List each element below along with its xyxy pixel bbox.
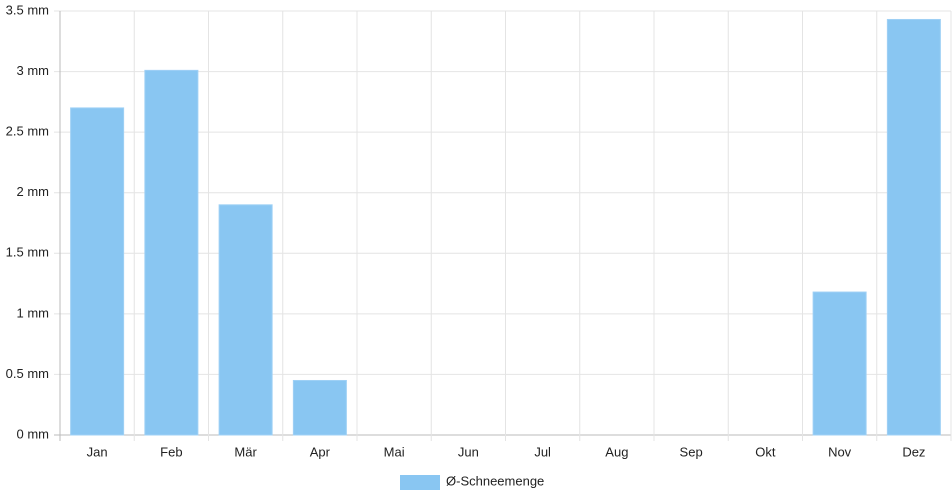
y-tick-label: 3 mm (17, 63, 50, 78)
x-tick-label: Mär (234, 444, 257, 459)
y-tick-label: 2.5 mm (6, 124, 49, 139)
x-tick-label: Okt (755, 444, 776, 459)
bar (218, 204, 273, 436)
x-tick-label: Jan (87, 444, 108, 459)
x-tick-label: Sep (680, 444, 703, 459)
y-tick-label: 0 mm (17, 426, 50, 441)
bar (292, 379, 347, 436)
bar (812, 291, 867, 436)
y-tick-label: 1.5 mm (6, 245, 49, 260)
x-tick-label: Mai (384, 444, 405, 459)
bar (70, 107, 125, 436)
bar (886, 18, 941, 436)
x-tick-label: Feb (160, 444, 182, 459)
bar (144, 69, 199, 436)
x-tick-label: Jul (534, 444, 551, 459)
legend-label: Ø-Schneemenge (446, 473, 544, 488)
x-tick-label: Nov (828, 444, 852, 459)
x-tick-label: Dez (902, 444, 925, 459)
x-tick-label: Aug (605, 444, 628, 459)
x-tick-label: Jun (458, 444, 479, 459)
legend-swatch (400, 475, 440, 490)
y-tick-label: 3.5 mm (6, 2, 49, 17)
y-tick-label: 1 mm (17, 305, 50, 320)
y-tick-label: 0.5 mm (6, 366, 49, 381)
y-tick-label: 2 mm (17, 184, 50, 199)
x-tick-label: Apr (310, 444, 331, 459)
